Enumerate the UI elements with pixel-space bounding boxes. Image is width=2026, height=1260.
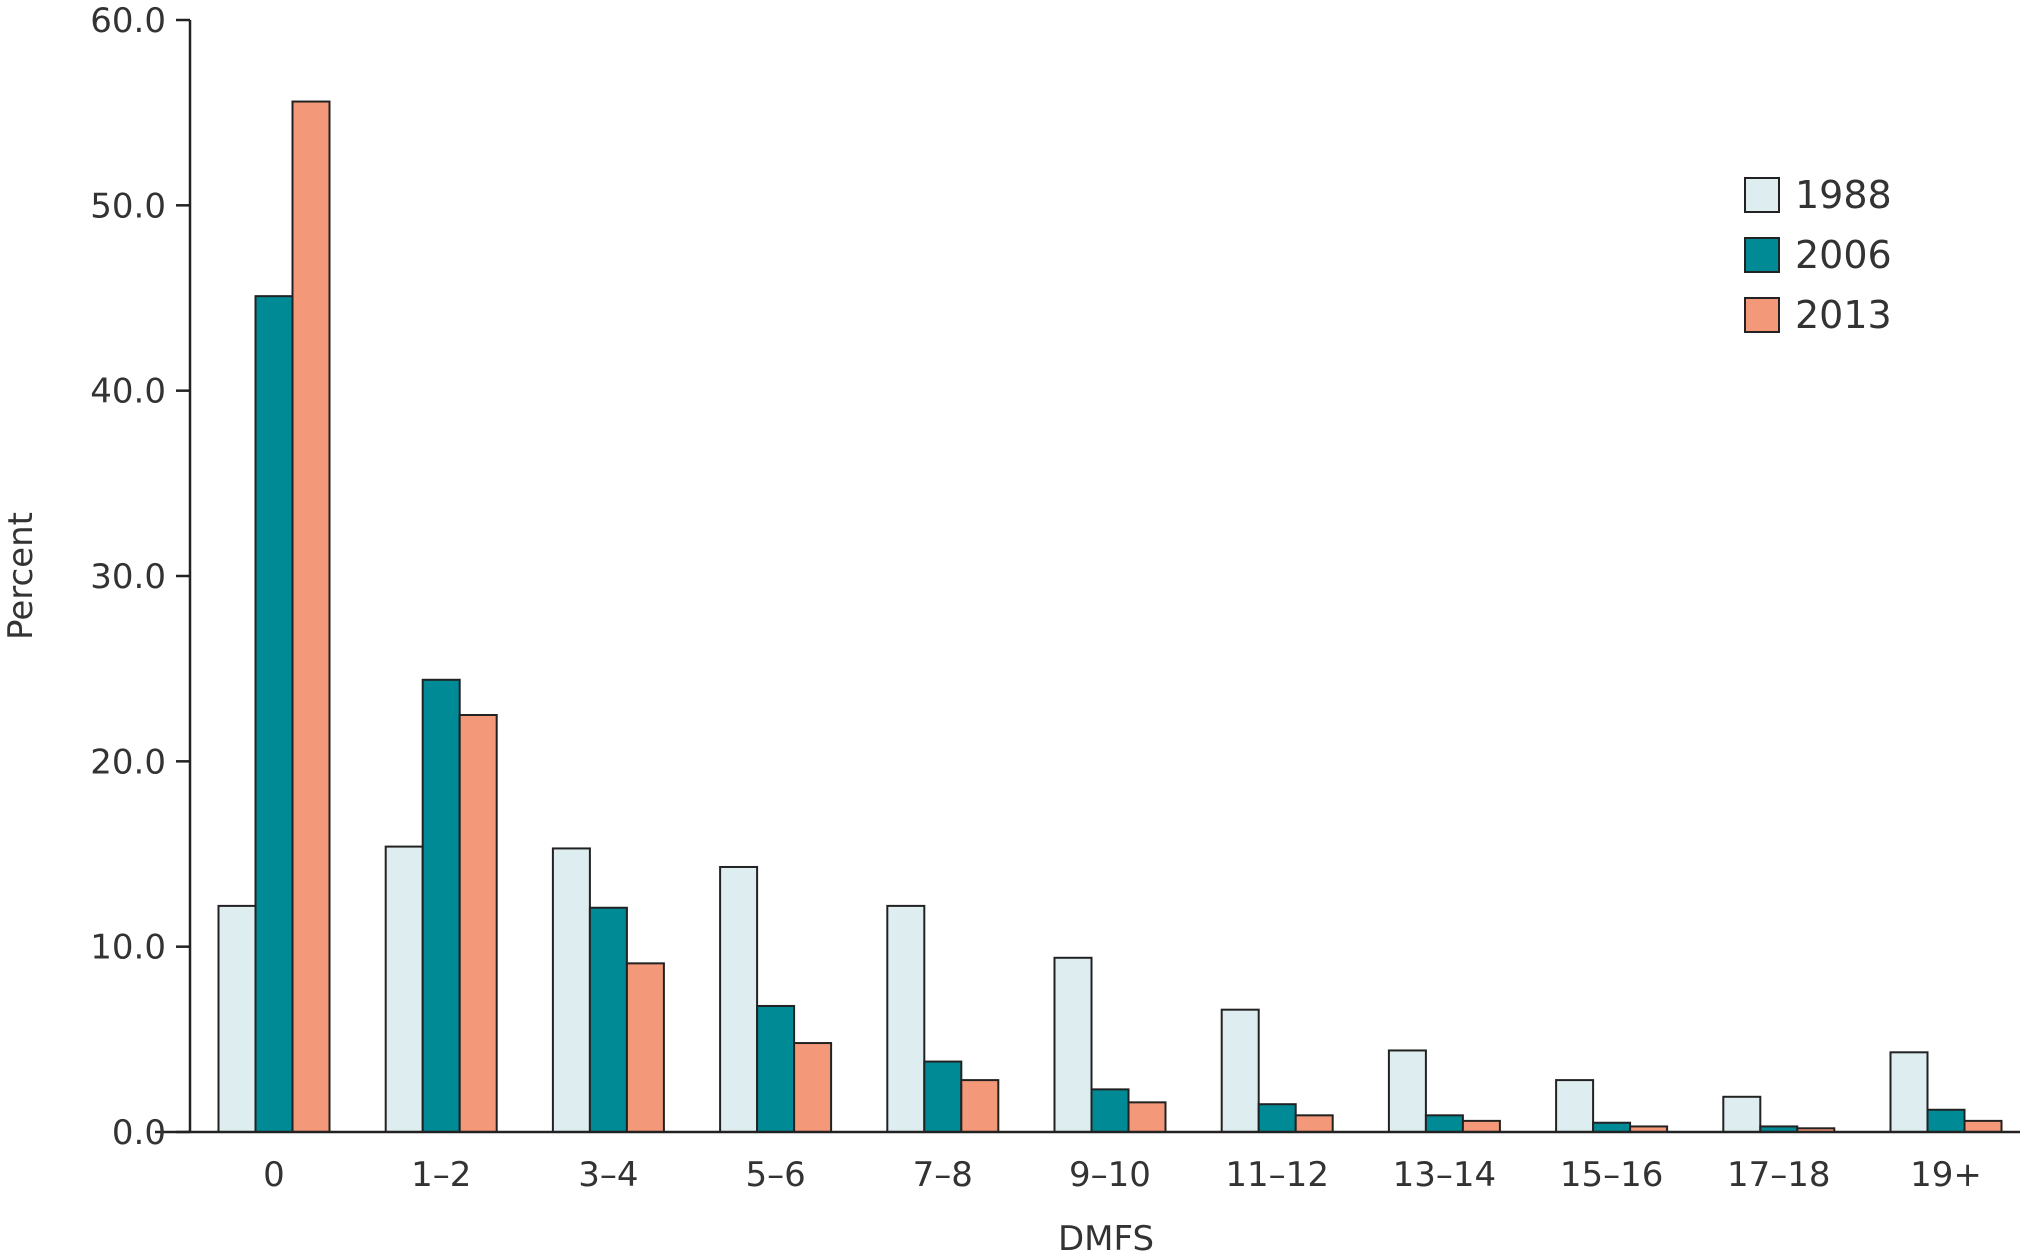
x-tick-label: 3–4 xyxy=(578,1155,638,1195)
x-tick-label: 7–8 xyxy=(913,1155,973,1195)
x-tick-label: 17–18 xyxy=(1727,1155,1831,1195)
x-tick-label: 9–10 xyxy=(1069,1155,1151,1195)
bar-1988-4 xyxy=(886,904,926,1133)
legend-label-1988: 1988 xyxy=(1795,173,1892,217)
legend-label-2006: 2006 xyxy=(1795,233,1892,277)
bar-1988-1 xyxy=(384,845,424,1133)
x-tick-label: 15–16 xyxy=(1560,1155,1664,1195)
x-tick-label: 0 xyxy=(263,1155,285,1195)
bar-2006-3 xyxy=(756,1004,796,1133)
legend: 1988 2006 2013 xyxy=(1744,173,1892,337)
bar-2006-4 xyxy=(923,1060,963,1134)
x-ticks-layer: 0 1–2 3–4 5–6 7–8 9–10 11–12 13–14 15–16 17–18 19+ xyxy=(263,1155,1982,1195)
bar-2013-0 xyxy=(291,100,331,1134)
y-ticks-layer: 0.0 10.0 20.0 30.0 40.0 50.0 60.0 xyxy=(90,1,190,1153)
bar-2013-7 xyxy=(1461,1119,1501,1134)
bar-2013-1 xyxy=(458,714,498,1133)
legend-swatch-1988 xyxy=(1744,177,1780,213)
x-tick-label: 5–6 xyxy=(745,1155,805,1195)
bar-1988-8 xyxy=(1555,1079,1595,1134)
legend-swatch-2013 xyxy=(1744,297,1780,333)
bar-2013-4 xyxy=(960,1079,1000,1134)
bar-1988-7 xyxy=(1387,1049,1427,1134)
y-tick-label: 40.0 xyxy=(90,372,166,412)
bar-2006-6 xyxy=(1257,1103,1297,1133)
bar-2006-7 xyxy=(1424,1114,1464,1133)
x-tick-label: 19+ xyxy=(1910,1155,1982,1195)
bar-1988-3 xyxy=(719,865,759,1133)
bars-layer xyxy=(217,100,2003,1134)
bar-1988-5 xyxy=(1053,956,1093,1134)
x-axis-title: DMFS xyxy=(1058,1219,1154,1259)
bar-2013-3 xyxy=(793,1042,833,1134)
bar-1988-0 xyxy=(217,904,257,1133)
x-tick-label: 13–14 xyxy=(1393,1155,1497,1195)
bar-2006-1 xyxy=(421,678,461,1134)
y-tick-label: 20.0 xyxy=(90,742,166,782)
legend-swatch-2006 xyxy=(1744,237,1780,273)
bar-2006-8 xyxy=(1592,1121,1632,1133)
bar-2013-5 xyxy=(1127,1101,1167,1134)
x-tick-label: 11–12 xyxy=(1225,1155,1329,1195)
bar-2006-0 xyxy=(254,295,294,1133)
y-tick-label: 50.0 xyxy=(90,186,166,226)
bar-2013-2 xyxy=(625,962,665,1134)
bar-2006-2 xyxy=(588,906,628,1133)
bar-1988-10 xyxy=(1889,1051,1929,1133)
y-tick-label: 0.0 xyxy=(112,1113,166,1153)
y-tick-label: 60.0 xyxy=(90,1,166,41)
bar-2013-6 xyxy=(1294,1114,1334,1133)
bar-2006-5 xyxy=(1090,1088,1130,1133)
x-tick-label: 1–2 xyxy=(411,1155,471,1195)
bar-1988-2 xyxy=(551,847,591,1133)
y-tick-label: 30.0 xyxy=(90,557,166,597)
legend-label-2013: 2013 xyxy=(1795,293,1892,337)
bar-1988-9 xyxy=(1722,1095,1762,1133)
bar-2006-10 xyxy=(1926,1108,1966,1134)
bar-2013-10 xyxy=(1963,1119,2003,1134)
y-tick-label: 10.0 xyxy=(90,928,166,968)
y-axis-title: Percent xyxy=(1,512,41,640)
bar-1988-6 xyxy=(1220,1008,1260,1133)
